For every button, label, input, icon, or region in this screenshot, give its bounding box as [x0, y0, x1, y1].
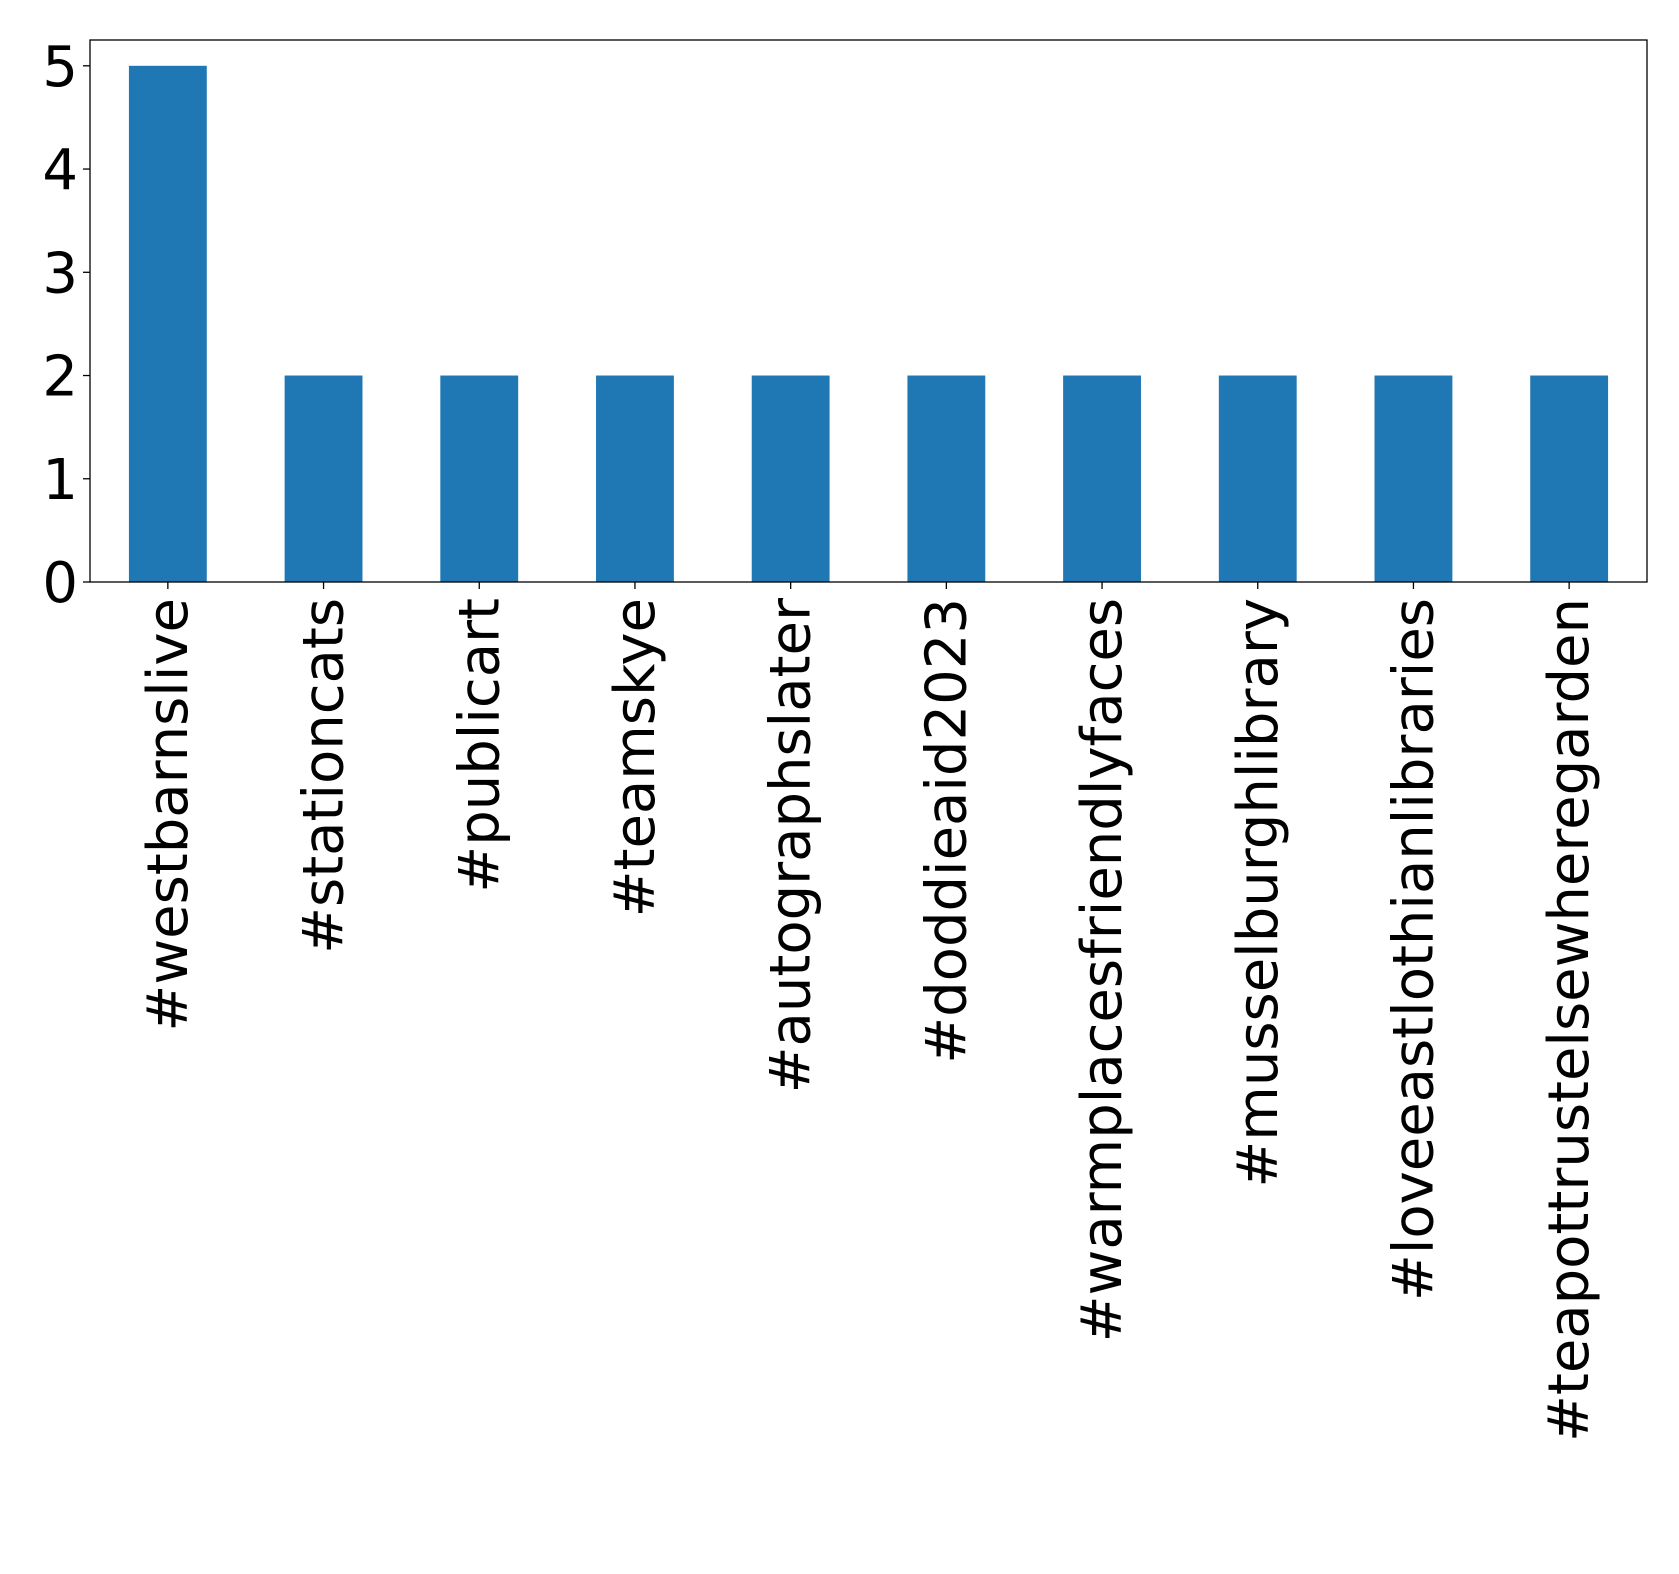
x-tick-label: #warmplacesfriendlyfaces [1070, 598, 1135, 1342]
bar-publicart [440, 375, 519, 582]
y-tick-label: 4 [42, 138, 78, 203]
bar-doddieaid2023 [907, 375, 986, 582]
x-tick-label: #musselburghlibrary [1226, 598, 1291, 1188]
bar-teamskye [596, 375, 674, 582]
x-tick-label: #autographslater [759, 597, 824, 1093]
y-tick-label: 2 [42, 345, 78, 410]
y-axis: 0 1 2 3 4 5 [42, 35, 90, 616]
y-tick-label: 5 [42, 35, 78, 100]
bar-autographslater [751, 375, 830, 582]
x-tick-label: #teapottrustelsewheregarden [1537, 598, 1602, 1442]
y-tick-label: 3 [42, 241, 78, 306]
bar-loveeastlothianlibraries [1374, 375, 1453, 582]
x-tick-label: #doddieaid2023 [914, 598, 979, 1064]
y-tick-label: 1 [42, 448, 78, 513]
bar-warmplacesfriendlyfaces [1063, 375, 1141, 582]
x-axis: #westbarnslive #stationcats #publicart #tea… [136, 582, 1602, 1442]
bar-musselburghlibrary [1218, 375, 1297, 582]
bar-stationcats [284, 375, 363, 582]
x-tick-label: #publicart [447, 598, 512, 893]
bars-group [128, 65, 1609, 583]
y-tick-label: 0 [42, 551, 78, 616]
x-tick-label: #stationcats [292, 598, 357, 954]
plot-frame [89, 39, 1648, 583]
x-tick-label: #westbarnslive [136, 598, 201, 1032]
bar-westbarnslive [128, 65, 207, 583]
x-tick-label: #teamskye [603, 598, 668, 917]
x-tick-label: #loveeastlothianlibraries [1381, 598, 1446, 1301]
bar-teapottrustelsewheregarden [1530, 375, 1609, 582]
